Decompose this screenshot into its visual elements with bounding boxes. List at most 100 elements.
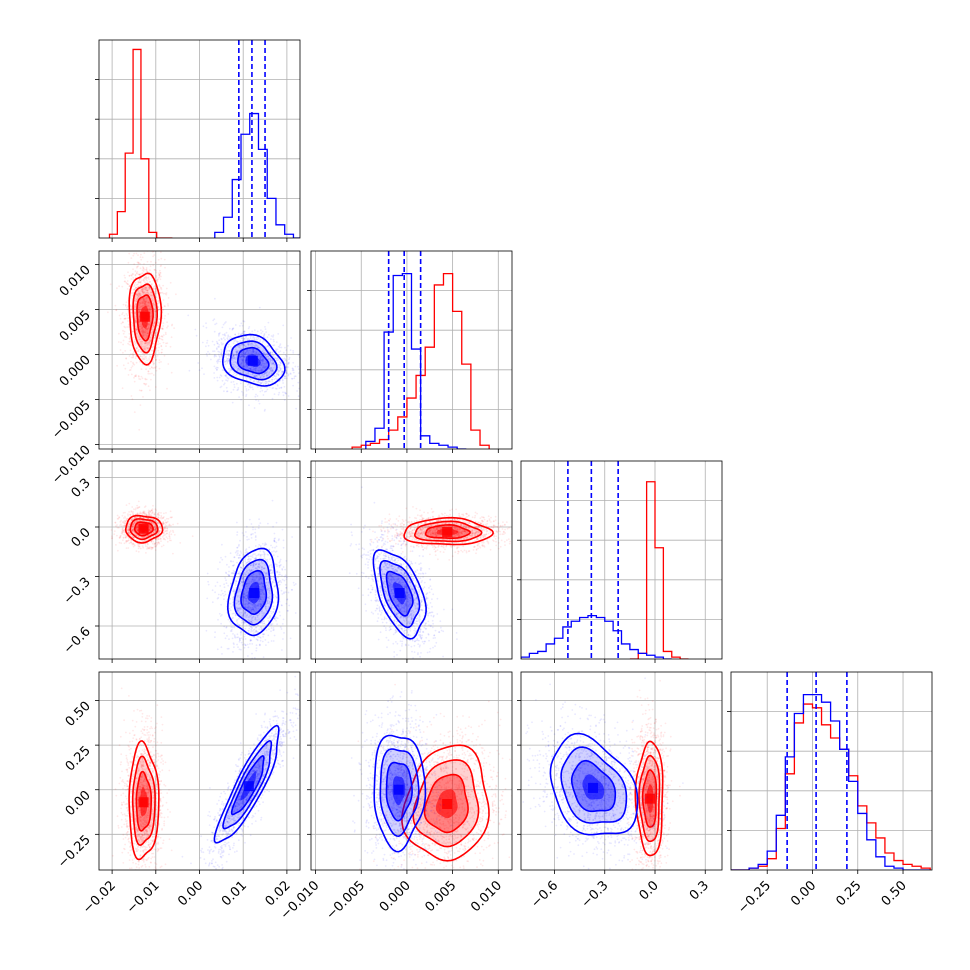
red-distribution-scatter-point [121, 533, 124, 535]
red-distribution-scatter-point [154, 332, 157, 334]
red-distribution-scatter-point [126, 326, 129, 328]
red-distribution-scatter-point [145, 269, 147, 271]
red-distribution-scatter-point [147, 342, 150, 345]
blue-distribution-scatter-point [251, 386, 254, 389]
red-distribution-scatter-point [165, 292, 168, 294]
red-distribution-scatter-point [122, 364, 125, 367]
red-distribution-scatter-point [130, 323, 133, 326]
blue-distribution-scatter-point [251, 330, 254, 333]
red-distribution-scatter-point [175, 293, 177, 296]
red-distribution-scatter-point [153, 515, 156, 518]
red-distribution-scatter-point [144, 297, 146, 300]
red-distribution-scatter-point [122, 332, 125, 335]
blue-distribution-scatter-point [217, 366, 219, 369]
red-distribution-scatter-point [150, 366, 153, 368]
blue-distribution-scatter-point [220, 350, 223, 353]
blue-distribution-scatter-point [264, 408, 266, 411]
blue-distribution-scatter-point [236, 351, 239, 353]
red-distribution-scatter-point [152, 303, 155, 306]
red-distribution-scatter-point [139, 302, 142, 305]
blue-distribution-scatter-point [226, 349, 229, 352]
blue-distribution-scatter-point [213, 377, 216, 379]
blue-distribution-scatter-point [252, 351, 255, 353]
blue-distribution-scatter-point [279, 614, 282, 617]
red-distribution-scatter-point [170, 533, 173, 536]
red-distribution-scatter-point [129, 514, 132, 516]
red-distribution-scatter-point [164, 305, 166, 308]
red-distribution-scatter-point [134, 544, 136, 547]
blue-distribution-scatter-point [258, 524, 260, 527]
red-distribution-scatter-point [139, 512, 141, 515]
blue-distribution-scatter-point [258, 353, 261, 356]
red-distribution-scatter-point [148, 344, 151, 347]
blue-distribution-scatter-point [235, 356, 238, 359]
red-distribution-scatter-point [142, 292, 145, 295]
red-distribution-scatter-point [158, 289, 161, 291]
red-distribution-scatter-point [129, 304, 132, 307]
blue-distribution-scatter-point [241, 370, 244, 373]
red-distribution-scatter-point [139, 308, 142, 311]
blue-distribution-scatter-point [225, 379, 228, 382]
red-distribution-scatter-point [134, 295, 137, 298]
blue-distribution-scatter-point [249, 368, 252, 370]
blue-distribution-scatter-point [234, 339, 237, 342]
red-distribution-scatter-point [165, 521, 168, 524]
red-distribution-scatter-point [152, 342, 155, 345]
blue-distribution-scatter-point [249, 337, 252, 339]
red-distribution-scatter-point [143, 291, 146, 294]
blue-distribution-scatter-point [252, 351, 255, 353]
blue-distribution-scatter-point [292, 371, 295, 374]
blue-distribution-scatter-point [260, 382, 263, 384]
blue-distribution-scatter-point [220, 354, 223, 357]
blue-distribution-scatter-point [304, 383, 306, 385]
red-distribution-scatter-point [130, 353, 132, 356]
red-distribution-scatter-point [138, 321, 141, 324]
blue-distribution-scatter-point [285, 560, 288, 562]
red-distribution-scatter-point [141, 300, 144, 302]
red-distribution-scatter-point [133, 340, 136, 343]
red-distribution-scatter-point [169, 510, 172, 513]
blue-distribution-scatter-point [272, 370, 274, 373]
blue-distribution-scatter-point [263, 362, 266, 365]
blue-distribution-scatter-point [270, 363, 273, 366]
red-distribution-scatter-point [146, 325, 149, 328]
red-distribution-scatter-point [151, 296, 154, 299]
blue-distribution-scatter-point [205, 345, 207, 348]
red-distribution-scatter-point [153, 310, 156, 313]
blue-distribution-scatter-point [258, 381, 260, 384]
blue-distribution-scatter-point [215, 355, 218, 358]
blue-distribution-scatter-point [295, 407, 297, 410]
blue-distribution-scatter-point [240, 634, 242, 636]
red-distribution-scatter-point [136, 272, 139, 275]
blue-distribution-scatter-point [226, 390, 228, 393]
blue-distribution-scatter-point [249, 367, 252, 370]
red-distribution-scatter-point [146, 281, 149, 284]
blue-distribution-scatter-point [194, 328, 197, 331]
blue-distribution-scatter-point [292, 368, 294, 370]
red-distribution-scatter-point [147, 332, 150, 334]
blue-distribution-scatter-point [277, 374, 280, 377]
blue-distribution-scatter-point [220, 594, 222, 596]
red-distribution-scatter-point [130, 542, 133, 545]
red-distribution-scatter-point [135, 293, 138, 296]
blue-distribution-scatter-point [237, 367, 240, 370]
red-distribution-scatter-point [141, 289, 144, 292]
blue-distribution-scatter-point [264, 352, 267, 355]
red-distribution-scatter-point [155, 358, 157, 361]
red-distribution-scatter-point [148, 323, 150, 325]
blue-distribution-scatter-point [298, 387, 300, 390]
blue-distribution-scatter-point [276, 623, 278, 626]
blue-distribution-scatter-point [282, 358, 284, 360]
red-distribution-scatter-point [173, 534, 176, 536]
red-distribution-scatter-point [135, 321, 138, 323]
red-distribution-scatter-point [142, 333, 145, 336]
blue-distribution-scatter-point [292, 350, 294, 352]
red-distribution-scatter-point [136, 293, 139, 296]
red-distribution-scatter-point [144, 341, 147, 344]
red-distribution-scatter-point [160, 344, 163, 347]
red-distribution-scatter-point [165, 345, 167, 347]
blue-distribution-scatter-point [231, 363, 234, 366]
blue-distribution-scatter-point [256, 385, 259, 388]
red-distribution-scatter-point [161, 336, 164, 338]
red-distribution-scatter-point [133, 305, 136, 307]
